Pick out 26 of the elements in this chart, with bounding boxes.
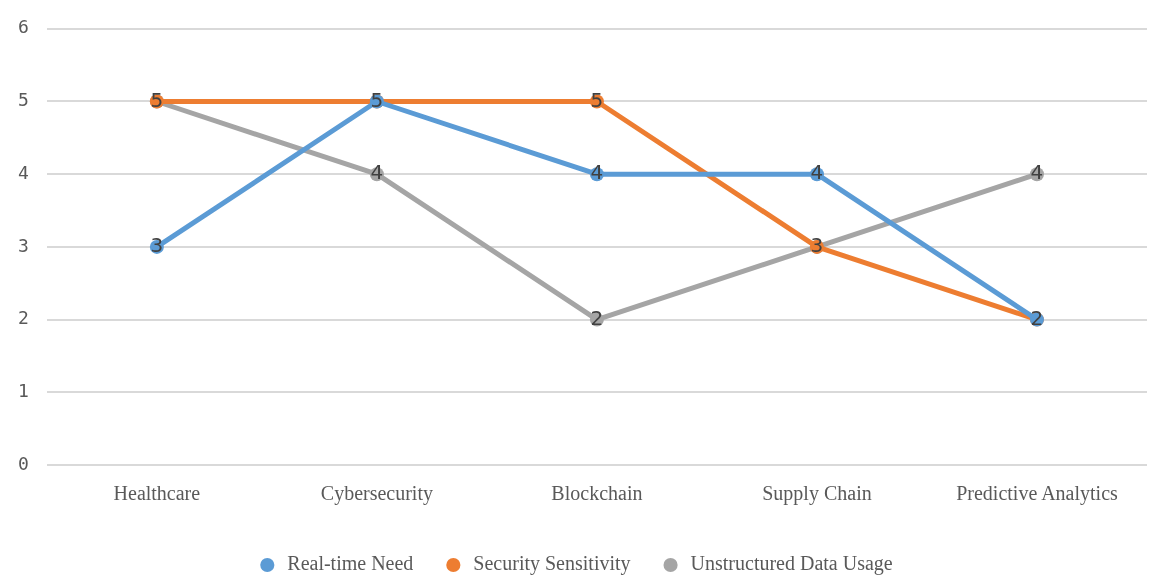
y-tick-label: 1 xyxy=(17,379,29,401)
data-label: 4 xyxy=(590,160,604,185)
y-tick-label: 3 xyxy=(17,234,29,256)
data-label: 5 xyxy=(370,87,384,112)
legend-label: Security Sensitivity xyxy=(473,552,631,576)
data-label: 4 xyxy=(370,160,384,185)
data-label: 2 xyxy=(1030,305,1044,330)
x-tick-label: Supply Chain xyxy=(762,482,872,506)
y-tick-label: 4 xyxy=(17,161,29,183)
x-tick-label: Cybersecurity xyxy=(320,482,433,506)
data-label: 3 xyxy=(810,233,824,258)
y-tick-label: 6 xyxy=(17,16,29,38)
data-label: 5 xyxy=(590,87,604,112)
y-tick-label: 2 xyxy=(17,307,29,329)
data-label: 4 xyxy=(810,160,824,185)
legend-label: Real-time Need xyxy=(287,552,414,575)
data-label: 5 xyxy=(150,87,164,112)
x-tick-label: Healthcare xyxy=(113,482,201,505)
x-tick-label: Blockchain xyxy=(551,482,643,505)
y-tick-label: 0 xyxy=(17,452,29,474)
data-label: 4 xyxy=(1030,160,1044,185)
x-tick-label: Predictive Analytics xyxy=(956,482,1119,506)
y-tick-label: 5 xyxy=(17,89,29,111)
data-label: 2 xyxy=(590,305,604,330)
legend-label: Unstructured Data Usage xyxy=(690,552,893,576)
data-label: 3 xyxy=(150,233,164,258)
